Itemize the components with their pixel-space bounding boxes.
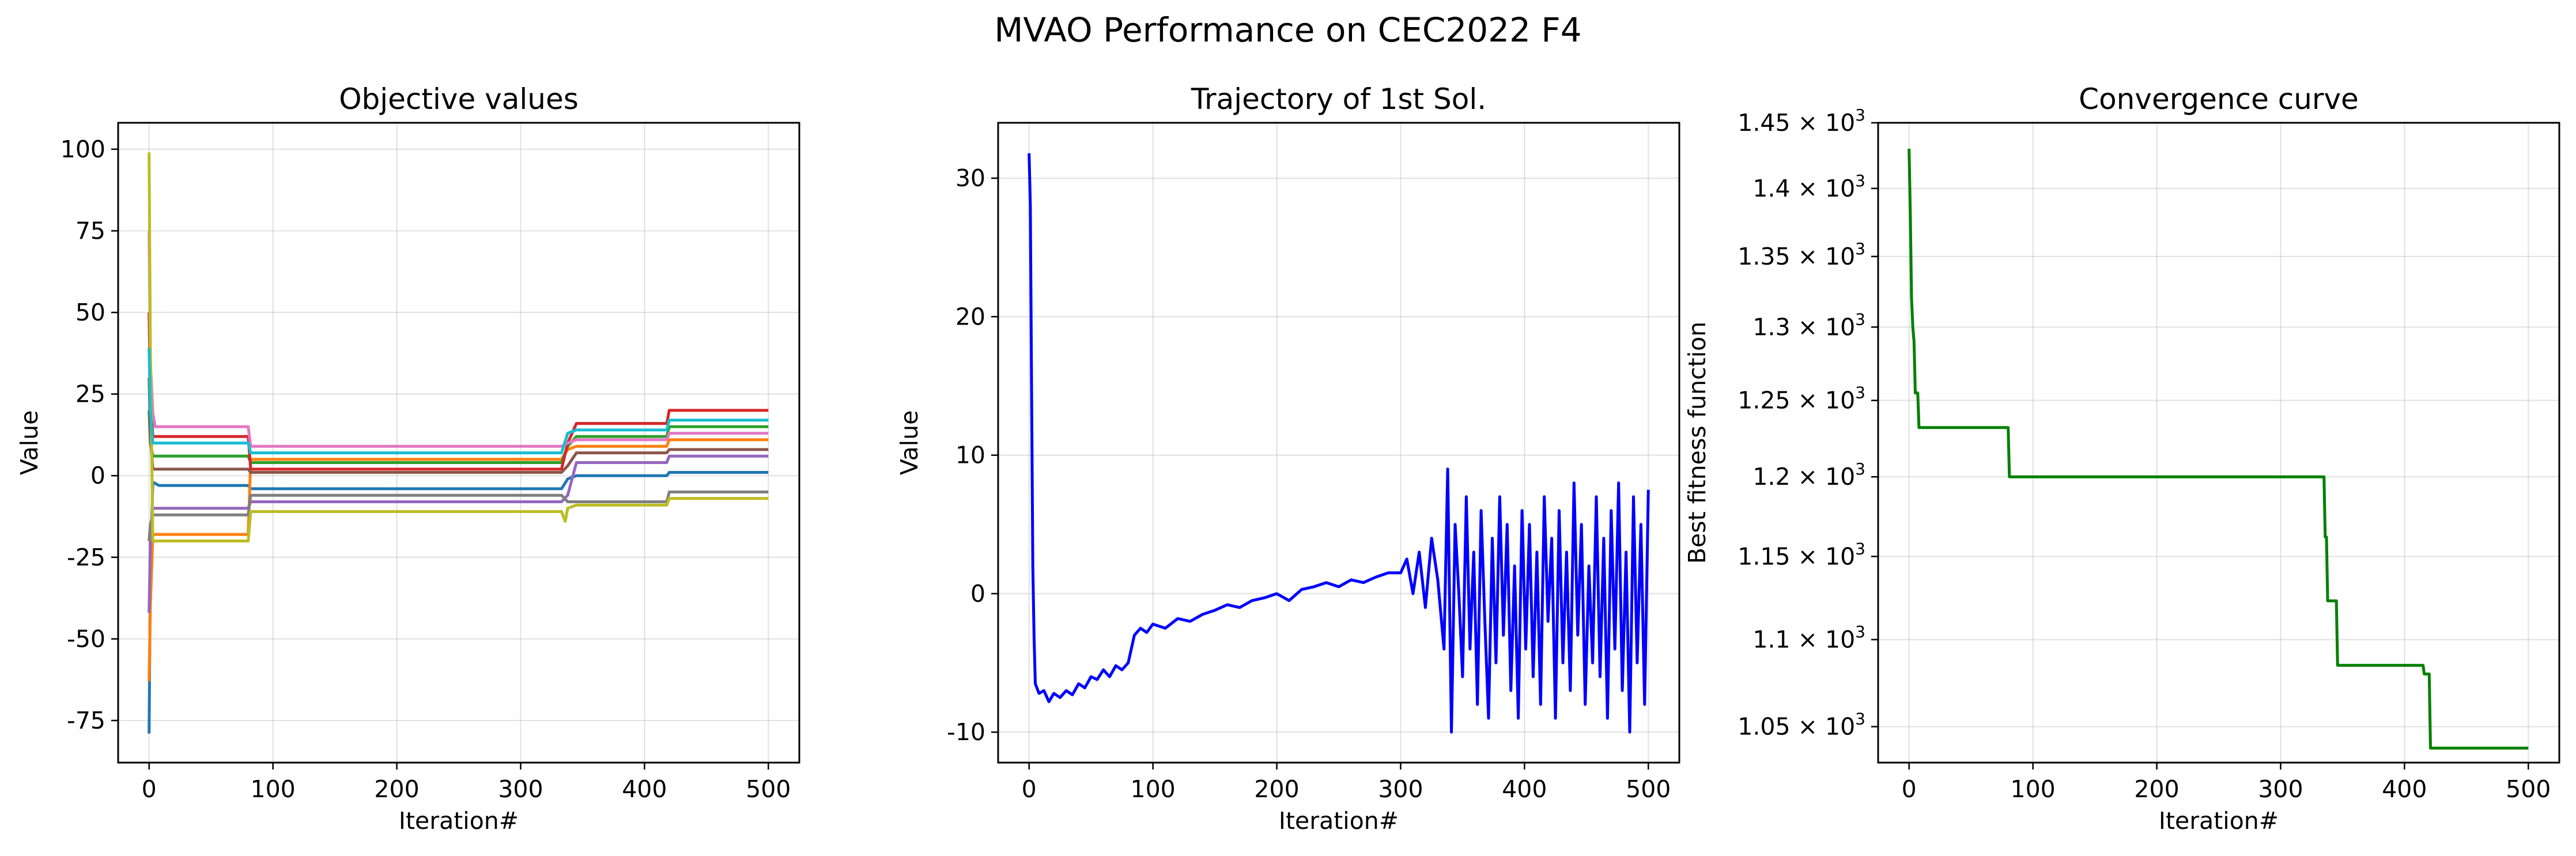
x-tick-label: 200: [2134, 775, 2179, 803]
y-tick-exponent: 3: [1855, 105, 1865, 125]
x-axis-label: Iteration#: [1279, 807, 1399, 835]
y-tick-exponent: 3: [1855, 239, 1865, 258]
grid-lines: [118, 123, 799, 763]
y-tick-label: -25: [67, 544, 105, 571]
y-tick-label: 1.25 × 103: [1738, 383, 1865, 414]
x-tick-label: 400: [2382, 775, 2427, 803]
x-tick-label: 400: [1502, 775, 1547, 803]
y-tick-label: 50: [75, 299, 105, 326]
y-tick-exponent: 3: [1855, 171, 1865, 190]
x-tick-label: 200: [374, 775, 419, 803]
x-tick-label: 500: [1626, 775, 1671, 803]
x-tick-label: 300: [1378, 775, 1423, 803]
y-tick-label: 1.05 × 103: [1738, 710, 1865, 741]
y-tick-label: 1.2 × 103: [1752, 459, 1865, 491]
series-group: [148, 152, 769, 734]
y-axis-label: Value: [16, 410, 43, 476]
axes-frame: [117, 122, 800, 764]
y-tick-label: 10: [955, 442, 985, 469]
subplots: 0 100 200 300 400 500-75-50-250255075100Objec…: [16, 82, 2560, 835]
series-line-10: [148, 348, 769, 455]
x-tick-label: 200: [1254, 775, 1299, 803]
y-tick-label: 75: [75, 217, 105, 244]
y-tick-label: -75: [67, 707, 105, 734]
subplot-title: Trajectory of 1st Sol.: [1191, 82, 1486, 116]
x-axis-label: Iteration#: [399, 807, 519, 835]
y-tick-label: 1.15 × 103: [1738, 539, 1865, 570]
figure-suptitle: MVAO Performance on CEC2022 F4: [994, 10, 1581, 50]
subplot-1: 0 100 200 300 400 500 -75 -50 -25 0 25 50 75 100 Objec…: [16, 82, 800, 835]
x-tick-label: 0: [1022, 775, 1037, 803]
y-axis-label: Best fitness function: [1683, 322, 1711, 564]
y-tick-label: -50: [67, 625, 105, 653]
series-line-2: [148, 438, 769, 682]
subplot-2: 0 100 200 300 400 500 -10 0 10 20 30 Trajectory of …: [896, 82, 1680, 835]
y-tick-label: 1.45 × 103: [1738, 105, 1865, 137]
series-line-7: [148, 231, 769, 448]
series-group: [1028, 153, 1650, 734]
y-tick-label: 25: [75, 380, 105, 408]
x-axis-label: Iteration#: [2159, 807, 2279, 835]
y-tick-label: 1.3 × 103: [1752, 310, 1865, 341]
y-tick-label: 0: [970, 580, 985, 608]
series-group: [1908, 149, 2529, 750]
y-tick-exponent: 3: [1855, 539, 1865, 558]
y-tick-exponent: 3: [1855, 459, 1865, 478]
axes-frame: [997, 122, 1680, 764]
y-tick-label: -10: [947, 718, 985, 746]
series-line-9: [148, 152, 769, 542]
x-tick-label: 0: [1902, 775, 1917, 803]
y-tick-label: 1.35 × 103: [1738, 239, 1865, 270]
x-tick-label: 300: [2258, 775, 2303, 803]
y-tick-exponent: 3: [1855, 383, 1865, 402]
y-tick-exponent: 3: [1855, 710, 1865, 729]
x-tick-label: 100: [251, 775, 296, 803]
series-line-1: [1908, 149, 2529, 750]
x-tick-label: 500: [746, 775, 791, 803]
y-tick-label: 30: [955, 164, 985, 192]
y-tick-exponent: 3: [1855, 310, 1865, 329]
x-tick-label: 100: [2011, 775, 2056, 803]
axes-frame: [1877, 122, 2560, 764]
series-line-1: [1028, 153, 1650, 734]
y-tick-label: 1.4 × 103: [1752, 171, 1865, 202]
y-tick-label: 1.1 × 103: [1752, 623, 1865, 654]
y-tick-exponent: 3: [1855, 623, 1865, 642]
x-tick-label: 500: [2506, 775, 2551, 803]
x-tick-label: 0: [142, 775, 157, 803]
x-tick-label: 100: [1131, 775, 1176, 803]
subplot-title: Convergence curve: [2079, 82, 2359, 116]
y-axis-label: Value: [896, 410, 923, 476]
x-tick-label: 300: [498, 775, 543, 803]
x-tick-label: 400: [622, 775, 667, 803]
subplot-title: Objective values: [339, 82, 579, 116]
y-tick-label: 0: [90, 462, 105, 489]
subplot-3: 0 100 200 300 400 500 1.05 × 103 1.1 × 103 1.15 …: [1683, 82, 2560, 835]
y-tick-label: 20: [955, 303, 985, 330]
y-tick-label: 100: [61, 135, 105, 163]
